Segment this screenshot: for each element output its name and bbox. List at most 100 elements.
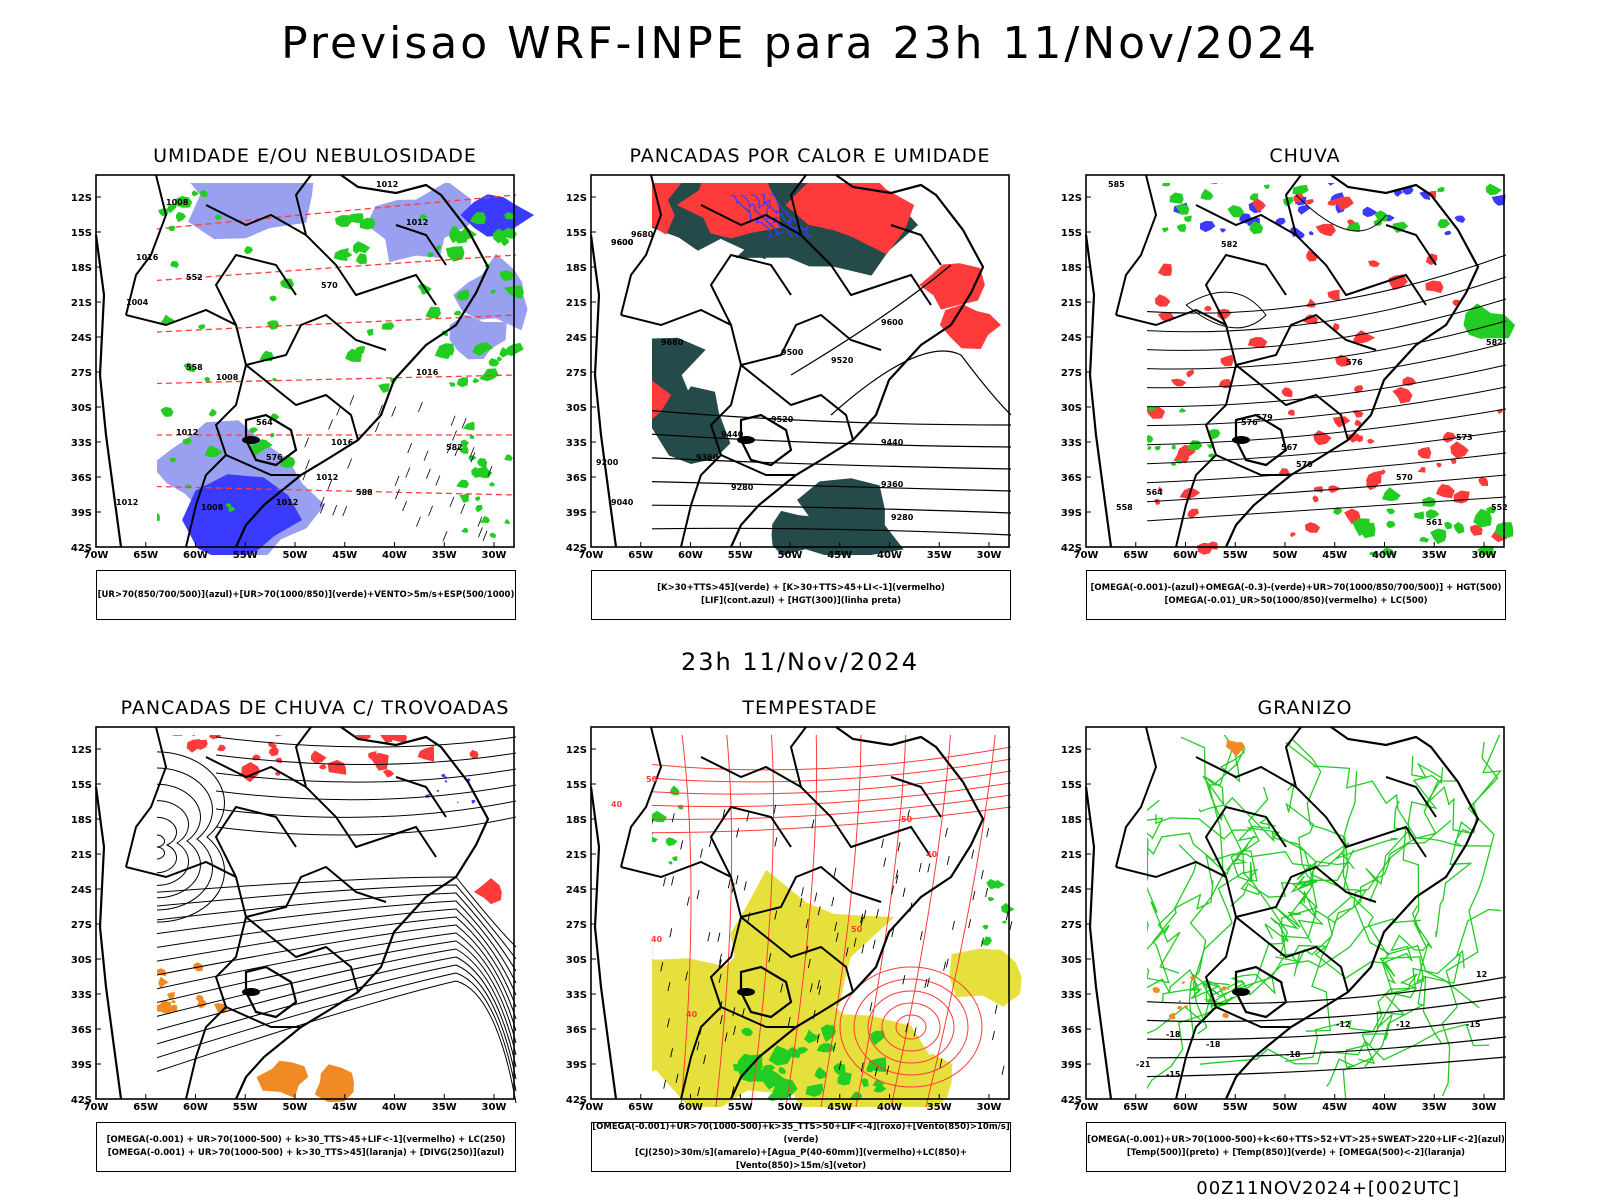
- height-line: [1147, 430, 1507, 465]
- shaded-speck: [275, 735, 283, 737]
- shaded-speck: [269, 432, 275, 438]
- shaded-speck: [1154, 294, 1171, 307]
- shaded-speck: [460, 439, 469, 448]
- contour-label: 576: [1346, 358, 1363, 367]
- shaded-speck: [1152, 986, 1161, 993]
- wind-vector: [670, 1048, 674, 1058]
- shaded-speck: [355, 735, 371, 741]
- wind-vector: [881, 838, 884, 849]
- lon-tick-label: 30W: [482, 1102, 507, 1113]
- legend-line: [LIF](cont.azul) + [HGT(300)](linha pret…: [700, 596, 902, 606]
- shaded-speck: [472, 377, 480, 384]
- shaded-speck: [1354, 385, 1364, 394]
- lake: [1232, 436, 1250, 444]
- wind-vector: [944, 827, 948, 837]
- wind-vector: [1005, 911, 1009, 921]
- lat-tick-label: 42S: [566, 1095, 587, 1106]
- wind-vector: [799, 897, 803, 908]
- shaded-speck: [1277, 468, 1290, 476]
- lat-tick-label: 42S: [1061, 543, 1082, 554]
- shaded-speck: [381, 322, 395, 330]
- main-title: Previsao WRF-INPE para 23h 11/Nov/2024: [281, 18, 1319, 69]
- thickness-line: [157, 485, 517, 496]
- lat-tick-label: 12S: [71, 745, 92, 756]
- wind-vector: [902, 887, 906, 897]
- map-background: [96, 727, 514, 1099]
- lat-tick-label: 30S: [1061, 403, 1082, 414]
- lon-tick-label: 70W: [1074, 1102, 1099, 1113]
- shaded-speck: [1200, 220, 1216, 233]
- contour-label: 1008: [201, 503, 224, 512]
- legend-line: [K>30+TTS>45](verde) + [K>30+TTS>45+LI<-…: [657, 583, 945, 593]
- shaded-speck: [1369, 551, 1380, 555]
- wind-vector: [861, 944, 865, 954]
- lat-tick-label: 39S: [71, 508, 92, 519]
- shaded-speck: [1204, 305, 1212, 312]
- contour-label: 40: [651, 935, 663, 944]
- streamline: [157, 908, 517, 996]
- border-line: [620, 174, 663, 316]
- shaded-speck: [1306, 250, 1319, 262]
- contour-label: 9520: [771, 415, 794, 424]
- lat-tick-label: 24S: [1061, 885, 1082, 896]
- shaded-speck: [456, 377, 469, 388]
- shaded-speck: [445, 246, 465, 262]
- temp850-contour: [1441, 741, 1499, 1097]
- shaded-speck: [1170, 378, 1187, 387]
- shaded-speck: [1333, 506, 1343, 516]
- border-line: [789, 726, 807, 788]
- contour-label: 585: [1108, 180, 1125, 189]
- shaded-speck: [1442, 431, 1457, 443]
- streamline: [895, 1014, 927, 1040]
- lat-tick-label: 39S: [1061, 508, 1082, 519]
- contour-label: 1012: [116, 498, 138, 507]
- map-frame: [590, 174, 1010, 548]
- border-line: [1204, 253, 1287, 326]
- wind-vector: [671, 813, 675, 823]
- lat-tick-label: 12S: [566, 745, 587, 756]
- streamline: [853, 978, 969, 1076]
- shaded-speck: [873, 1082, 887, 1093]
- shaded-area: [256, 1060, 309, 1098]
- shaded-speck: [1430, 528, 1447, 545]
- shaded-speck: [1362, 206, 1378, 218]
- wind-vector: [686, 896, 690, 906]
- wind-vector: [675, 1073, 679, 1083]
- shaded-speck: [1219, 228, 1226, 233]
- shaded-speck: [1470, 524, 1483, 536]
- legend-line: [OMEGA(-0.001)-(azul)+OMEGA(-0.3)-(verde…: [1090, 583, 1502, 593]
- wind-vector: [809, 983, 813, 993]
- lon-tick-label: 55W: [728, 1102, 753, 1113]
- lon-tick-label: 65W: [1123, 1102, 1148, 1113]
- shaded-speck: [1177, 1005, 1182, 1010]
- lon-tick-label: 40W: [877, 1102, 902, 1113]
- shaded-speck: [1414, 511, 1425, 520]
- wind-vector: [805, 918, 809, 929]
- lon-tick-label: 65W: [133, 1102, 158, 1113]
- contour-label: -15: [1166, 1070, 1181, 1079]
- border-line: [709, 253, 792, 326]
- panel-trovoadas: PANCADAS DE CHUVA C/ TROVOADAS 12S 15S 18S…: [35, 697, 535, 1177]
- shaded-speck: [249, 427, 259, 434]
- shaded-speck: [425, 306, 441, 319]
- contour-label: 9200: [596, 458, 619, 467]
- shaded-speck: [866, 1065, 875, 1073]
- contour-label: 1012: [376, 180, 398, 189]
- shaded-speck: [475, 505, 483, 513]
- shaded-speck: [1154, 445, 1161, 451]
- fields: [1147, 735, 1507, 1099]
- contour-label: 9360: [696, 453, 719, 462]
- wind-vector: [980, 869, 984, 880]
- lat-tick-label: 39S: [566, 508, 587, 519]
- wind-vector: [319, 496, 325, 507]
- contour-label: 12: [1476, 970, 1487, 979]
- shaded-speck: [225, 503, 231, 508]
- lon-tick-label: 65W: [628, 550, 653, 561]
- border-line: [1204, 805, 1287, 878]
- wind-vector: [926, 977, 930, 987]
- border-line: [890, 224, 942, 266]
- legend-tempestade: [OMEGA(-0.001)+UR>70(1000-500)+k>35_TTS>…: [591, 1122, 1011, 1172]
- lat-tick-label: 33S: [1061, 438, 1082, 449]
- lon-tick-label: 35W: [432, 1102, 457, 1113]
